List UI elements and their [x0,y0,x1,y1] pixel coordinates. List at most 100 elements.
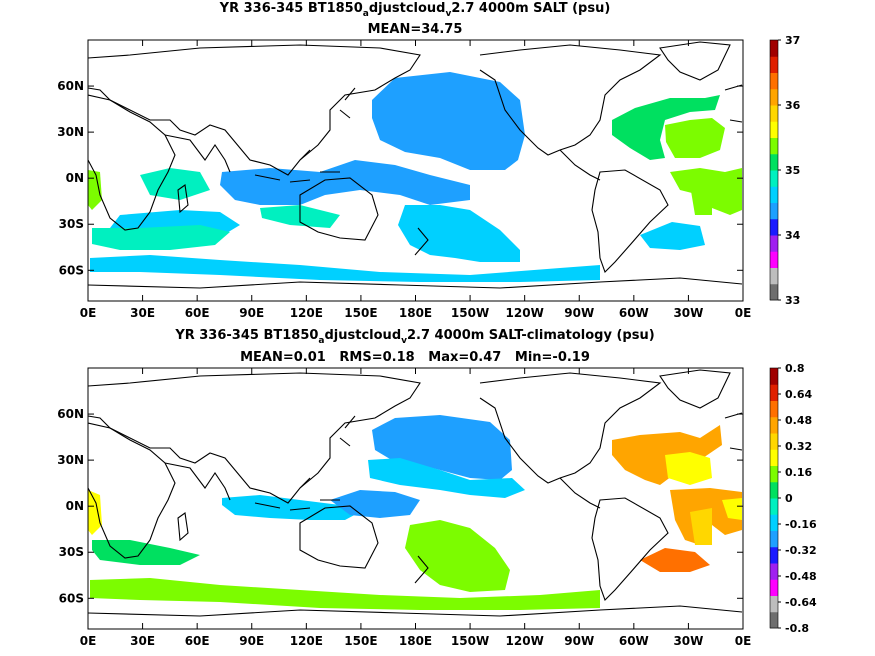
x-tick-label: 90W [564,306,594,320]
region-s-atlantic-orange [640,548,710,572]
x-tick-label: 150W [451,634,489,648]
colorbar-segment [770,105,778,122]
colorbar-segment [770,72,778,90]
x-tick-label: 30W [673,634,703,648]
region-north-pacific [372,72,525,170]
y-tick-label: 30N [57,453,84,467]
colorbar-tick-label: -0.32 [785,544,817,557]
region-south-pacific-green [405,520,510,592]
x-tick-label: 0E [80,306,97,320]
x-tick-label: 90E [239,634,264,648]
colorbar-segment [770,481,778,499]
colorbar-segment [770,595,778,613]
colorbar-segment [770,611,778,629]
colorbar-segment [770,202,778,220]
x-tick-label: 0E [735,634,752,648]
colorbar-segment [770,465,778,483]
colorbar-tick-label: 0.32 [785,440,812,453]
x-tick-label: 150E [344,306,377,320]
colorbar-segment [770,530,778,548]
subtitle-top: MEAN=34.75 [368,22,463,37]
yaxis-top: 60N 30N 0N 30S 60S [57,79,743,277]
yaxis-bottom: 60N 30N 0N 30S 60S [57,407,743,605]
colorbar-segment [770,563,778,580]
x-tick-label: 30E [130,634,155,648]
panel-top: YR 336-345 BT1850adjustcloudv2.7 4000m S… [57,1,800,320]
colorbar-segment [770,433,778,450]
colorbar-segment [770,283,778,301]
region-africa-coast [690,182,712,215]
region-subtrop-natlantic [612,95,720,160]
colorbar-tick-label: -0.16 [785,518,817,531]
region-south-pacific [398,205,520,262]
region-eq-atlantic-yellow [88,490,102,535]
region-africa-coast [722,498,742,520]
x-tick-label: 60W [619,634,649,648]
colorbar-tick-label: 0.64 [785,388,812,401]
y-tick-label: 30S [59,545,84,559]
region-indian-green [92,225,230,250]
colorbar-segment [770,218,778,236]
region-southern-ocean [90,255,600,282]
colorbar-tick-label: 35 [785,164,800,177]
colorbar-tick-label: -0.48 [785,570,817,583]
colorbar-segment [770,56,778,73]
map-top [88,40,743,301]
xaxis-bottom: 0E 30E 60E 90E 120E 150E 180E 150W 120W 90W 60W 30W… [80,368,752,648]
y-tick-label: 0N [66,499,84,513]
map-bottom [88,368,743,629]
colorbar-tick-label: 37 [785,34,800,47]
coastlines-top [88,41,743,289]
region-southern-ocean-green [90,578,600,610]
region-north-pacific [372,415,512,480]
y-tick-label: 60N [57,79,84,93]
colorbar-segment [770,579,778,596]
x-tick-label: 150W [451,306,489,320]
x-tick-label: 90E [239,306,264,320]
region-w-pacific-indian [220,160,470,205]
colorbar-top: 33 34 35 36 37 [769,34,801,307]
x-tick-label: 30E [130,306,155,320]
colorbar-segment [770,498,778,515]
x-tick-label: 90W [564,634,594,648]
xaxis-top: 0E 30E 60E 90E 120E 150E 180E 150W 120W 90W 60W 30W… [80,40,752,320]
subtitle-bottom: MEAN=0.01 RMS=0.18 Max=0.47 Min=-0.19 [240,350,590,365]
title-top: YR 336-345 BT1850adjustcloudv2.7 4000m S… [219,1,611,19]
colorbar-segment [770,546,778,564]
colorbar-segment [770,170,778,187]
colorbar-segment [770,514,778,531]
colorbar-segment [770,153,778,171]
x-tick-label: 60E [185,634,210,648]
region-natlantic-yellow [665,452,712,485]
y-tick-label: 60S [59,263,84,277]
colorbar-tick-label: 33 [785,294,800,307]
colorbar-segment [770,267,778,285]
colorbar-segment [770,137,778,155]
colorbar-tick-label: -0.64 [785,596,817,609]
x-tick-label: 120E [290,306,323,320]
x-tick-label: 0E [735,306,752,320]
coastlines-bottom [88,369,743,617]
colorbar-segment [770,121,778,138]
colorbar-segment [770,400,778,418]
region-south-atlantic [640,222,705,250]
region-w-pacific-blue [330,490,420,518]
y-tick-label: 60N [57,407,84,421]
region-se-atlantic [690,508,712,545]
colorbar-segment [770,235,778,252]
y-tick-label: 30S [59,217,84,231]
colorbar-segment [770,368,778,385]
region-indian-green [92,540,200,565]
x-tick-label: 180E [399,634,432,648]
colorbar-bottom: -0.8 -0.64 -0.48 -0.32 -0.16 0 0.16 0.32 0.48 0.6… [769,362,817,635]
colorbar-segment [770,384,778,401]
colorbar-segment [770,449,778,466]
region-indonesian-band [222,495,360,520]
colorbar-segment [770,40,778,57]
colorbar-tick-label: 0.48 [785,414,812,427]
y-tick-label: 30N [57,125,84,139]
colorbar-tick-label: 0.8 [785,362,805,375]
y-tick-label: 0N [66,171,84,185]
x-tick-label: 120W [506,634,544,648]
